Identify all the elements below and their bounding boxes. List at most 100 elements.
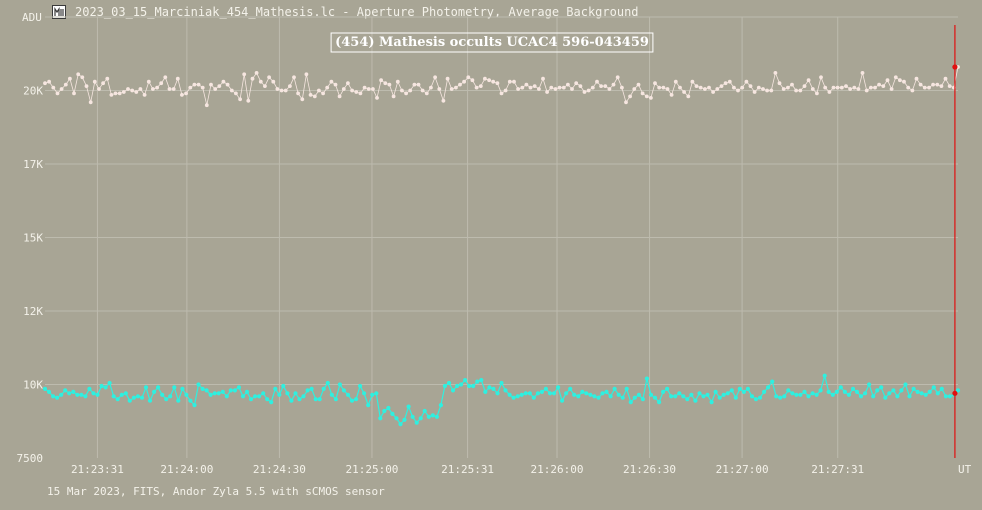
target-point xyxy=(879,385,884,390)
reference-point xyxy=(673,79,678,84)
target-point xyxy=(709,400,714,405)
target-point xyxy=(236,385,241,390)
target-point xyxy=(495,391,500,396)
target-point xyxy=(345,392,351,397)
reference-point xyxy=(43,81,47,86)
reference-point xyxy=(557,85,562,90)
reference-point xyxy=(860,71,865,75)
reference-point xyxy=(748,84,753,88)
chart-title-box: (454) Mathesis occults UCAC4 596-043459 xyxy=(330,32,654,53)
target-point xyxy=(697,391,702,396)
target-point xyxy=(430,413,435,418)
target-point xyxy=(947,394,953,399)
reference-point xyxy=(873,85,877,90)
reference-point xyxy=(595,79,599,84)
reference-point xyxy=(204,103,209,108)
reference-point xyxy=(51,85,56,90)
reference-point xyxy=(943,76,948,81)
reference-point xyxy=(703,87,707,91)
reference-point xyxy=(163,75,168,80)
reference-point xyxy=(371,87,375,91)
target-point xyxy=(200,386,205,391)
reference-point xyxy=(275,87,280,91)
target-point xyxy=(127,398,132,403)
target-point xyxy=(467,383,472,389)
reference-point xyxy=(636,82,641,87)
reference-point xyxy=(794,88,798,93)
target-point xyxy=(632,395,637,400)
reference-point xyxy=(802,84,807,88)
reference-series xyxy=(43,65,960,108)
light-curve-chart[interactable]: ADU 7500 10K 12K 15K 17K 20K UT 21:23:31 21:24… xyxy=(0,0,982,480)
target-point xyxy=(103,385,108,390)
reference-point xyxy=(806,78,811,83)
reference-point xyxy=(615,75,620,80)
target-point xyxy=(895,394,900,399)
reference-point xyxy=(221,79,226,84)
reference-point xyxy=(715,87,720,91)
reference-point xyxy=(296,91,300,96)
reference-point xyxy=(566,82,570,87)
reference-point xyxy=(773,71,778,75)
target-point xyxy=(749,394,755,399)
reference-point xyxy=(312,94,317,99)
target-point xyxy=(624,386,629,391)
target-point xyxy=(317,397,322,402)
target-point xyxy=(426,414,431,419)
x-tick-label: 21:23:31 xyxy=(71,463,124,476)
target-point xyxy=(402,417,407,422)
reference-point xyxy=(466,75,471,80)
reference-point xyxy=(769,88,774,93)
reference-point xyxy=(59,87,64,91)
reference-point xyxy=(167,87,172,91)
reference-point xyxy=(171,87,176,91)
x-tick-label: 21:25:31 xyxy=(441,463,494,476)
reference-point xyxy=(242,72,247,77)
y-tick-label: 20K xyxy=(23,85,43,98)
reference-point xyxy=(429,85,433,90)
target-point xyxy=(152,389,157,394)
reference-point xyxy=(105,76,110,81)
target-point xyxy=(794,392,799,397)
reference-point xyxy=(358,91,363,96)
reference-point xyxy=(88,100,93,105)
reference-point xyxy=(516,87,520,91)
reference-point xyxy=(927,85,931,90)
target-point xyxy=(147,398,153,403)
reference-point xyxy=(454,85,458,90)
target-point xyxy=(717,395,722,400)
reference-point xyxy=(375,96,379,100)
reference-point xyxy=(395,79,400,84)
reference-point xyxy=(810,87,815,91)
reference-point xyxy=(507,79,512,84)
x-axis-label: UT xyxy=(958,463,972,476)
reference-point xyxy=(881,84,886,88)
app-icon xyxy=(52,5,66,19)
reference-point xyxy=(790,82,794,87)
target-point xyxy=(390,411,395,416)
reference-point xyxy=(620,85,624,90)
reference-point xyxy=(441,98,446,103)
reference-point xyxy=(898,78,902,83)
target-point xyxy=(644,376,650,381)
target-point xyxy=(887,391,892,396)
target-point xyxy=(822,373,827,378)
reference-point xyxy=(781,87,786,91)
target-point xyxy=(600,391,605,396)
reference-point xyxy=(155,85,160,90)
reference-point xyxy=(225,82,230,87)
target-point xyxy=(721,392,726,397)
reference-point xyxy=(487,78,491,83)
target-point xyxy=(858,394,864,399)
target-point xyxy=(479,378,484,383)
target-point xyxy=(576,394,581,399)
reference-point xyxy=(470,78,475,83)
target-point xyxy=(107,380,112,386)
target-point xyxy=(535,391,541,396)
target-point xyxy=(616,392,621,397)
reference-point xyxy=(288,84,292,88)
reference-point xyxy=(947,84,952,88)
target-point xyxy=(713,389,718,394)
reference-point xyxy=(678,85,682,90)
reference-point xyxy=(885,78,890,83)
